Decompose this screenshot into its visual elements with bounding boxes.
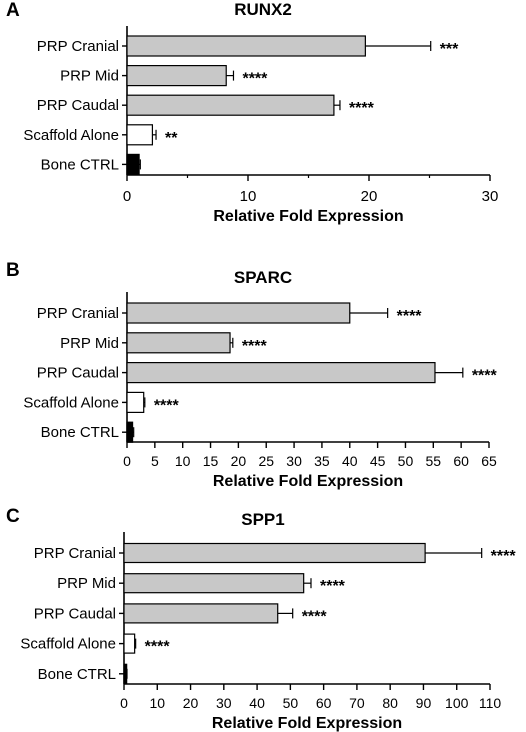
bar <box>123 573 305 594</box>
category-label: Scaffold Alone <box>23 127 119 144</box>
x-tick-label: 20 <box>231 453 247 469</box>
x-tick-label: 0 <box>123 453 131 469</box>
bar <box>123 603 279 624</box>
category-label: PRP Caudal <box>34 605 116 622</box>
x-tick-label: 0 <box>120 695 128 711</box>
significance-label: **** <box>491 548 517 565</box>
category-label: PRP Caudal <box>37 97 119 114</box>
x-axis-label: Relative Fold Expression <box>212 715 402 732</box>
x-tick-label: 25 <box>258 453 274 469</box>
category-label: Bone CTRL <box>41 156 119 173</box>
x-tick-label: 110 <box>479 695 502 711</box>
x-axis-label: Relative Fold Expression <box>213 473 403 490</box>
x-tick-label: 20 <box>361 188 378 205</box>
x-tick-label: 5 <box>151 453 159 469</box>
significance-label: **** <box>397 308 423 325</box>
chart-spp1: PRP Cranial **** PRP Mid **** PRP Caudal ****… <box>20 532 517 732</box>
bar <box>126 153 140 175</box>
panel-letter: A <box>6 0 20 21</box>
x-tick-label: 80 <box>382 695 398 711</box>
x-tick-label: 40 <box>342 453 358 469</box>
chart-sparc: PRP Cranial **** PRP Mid **** PRP Caudal ****… <box>23 292 498 490</box>
category-label: Bone CTRL <box>41 424 119 441</box>
x-tick-label: 10 <box>175 453 191 469</box>
significance-label: ** <box>165 130 178 147</box>
chart-title: RUNX2 <box>234 0 292 19</box>
bar <box>126 94 335 116</box>
x-tick-label: 15 <box>203 453 219 469</box>
significance-label: **** <box>302 608 328 625</box>
category-label: PRP Mid <box>60 68 119 85</box>
x-tick-label: 90 <box>416 695 432 711</box>
x-tick-label: 30 <box>286 453 302 469</box>
category-label: Bone CTRL <box>38 666 116 683</box>
x-tick-label: 20 <box>183 695 199 711</box>
category-label: Scaffold Alone <box>20 636 116 653</box>
category-label: PRP Cranial <box>34 545 116 562</box>
significance-label: **** <box>242 338 268 355</box>
x-tick-label: 0 <box>123 188 131 205</box>
significance-label: **** <box>242 71 268 88</box>
significance-label: **** <box>320 578 346 595</box>
chart-title: SPARC <box>233 268 293 287</box>
category-label: PRP Caudal <box>37 365 119 382</box>
bar <box>126 361 436 384</box>
x-tick-label: 60 <box>453 453 469 469</box>
x-tick-label: 60 <box>316 695 332 711</box>
bar <box>123 633 136 654</box>
x-tick-label: 45 <box>370 453 386 469</box>
x-tick-label: 30 <box>482 188 499 205</box>
significance-label: **** <box>472 368 498 385</box>
x-tick-label: 30 <box>216 695 232 711</box>
bar <box>126 391 145 413</box>
x-tick-label: 40 <box>249 695 265 711</box>
x-tick-label: 55 <box>426 453 442 469</box>
panel-letter: B <box>6 260 20 281</box>
bar <box>126 302 351 324</box>
category-label: PRP Cranial <box>37 305 119 322</box>
bar <box>126 35 366 57</box>
panel-c: C SPP1 PRP Cranial **** PRP Mid **** PRP Cau… <box>0 504 526 732</box>
category-label: PRP Mid <box>60 335 119 352</box>
bar <box>123 542 426 564</box>
x-tick-label: 10 <box>240 188 257 205</box>
significance-label: **** <box>154 397 180 414</box>
panel-a: A RUNX2 PRP Cranial *** PRP Mid **** PRP Cau… <box>0 0 526 232</box>
category-label: PRP Cranial <box>37 38 119 55</box>
x-tick-label: 65 <box>481 453 497 469</box>
significance-label: **** <box>349 100 375 117</box>
x-tick-label: 100 <box>445 695 469 711</box>
bar <box>126 421 134 443</box>
bar <box>126 332 231 354</box>
chart-runx2: PRP Cranial *** PRP Mid **** PRP Caudal **** S… <box>23 26 499 225</box>
category-label: Scaffold Alone <box>23 394 119 411</box>
significance-label: **** <box>145 639 171 656</box>
panel-b: B SPARC PRP Cranial **** PRP Mid **** PRP Ca… <box>0 258 526 494</box>
category-label: PRP Mid <box>57 575 116 592</box>
x-tick-label: 35 <box>314 453 330 469</box>
x-tick-label: 10 <box>149 695 165 711</box>
significance-label: *** <box>440 41 459 58</box>
chart-title: SPP1 <box>241 510 285 529</box>
bar <box>126 64 227 87</box>
bar <box>123 663 128 684</box>
bar <box>126 124 154 146</box>
panel-letter: C <box>6 506 20 527</box>
x-tick-label: 70 <box>349 695 365 711</box>
x-tick-label: 50 <box>283 695 299 711</box>
x-tick-label: 50 <box>398 453 414 469</box>
x-axis-label: Relative Fold Expression <box>213 208 403 225</box>
